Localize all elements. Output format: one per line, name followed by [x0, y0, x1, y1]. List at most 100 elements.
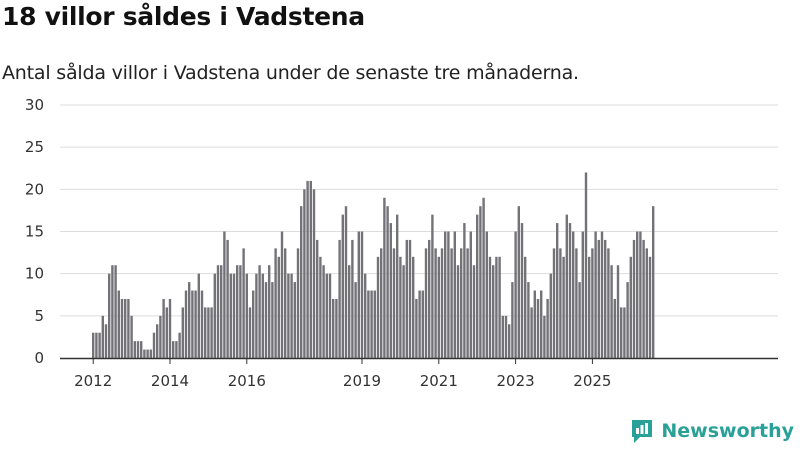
- bar: [424, 248, 428, 358]
- bar: [223, 231, 226, 358]
- bar: [316, 239, 319, 358]
- bar: [277, 256, 280, 358]
- bar: [399, 256, 402, 358]
- bar: [581, 231, 584, 358]
- bar: [536, 298, 540, 358]
- bar: [328, 273, 332, 358]
- bar: [501, 315, 504, 358]
- bar: [255, 273, 258, 358]
- bar: [594, 231, 597, 358]
- bar: [444, 231, 447, 358]
- bar: [335, 298, 338, 358]
- bar: [127, 298, 130, 358]
- bar: [229, 273, 232, 358]
- bar: [380, 248, 383, 358]
- bar: [648, 256, 652, 358]
- bar: [543, 315, 546, 358]
- bar: [133, 341, 136, 358]
- brand: Newsworthy: [630, 418, 794, 444]
- bar: [149, 349, 152, 358]
- bar: [392, 248, 396, 358]
- bar: [290, 273, 293, 358]
- bar: [626, 282, 629, 358]
- bar: [524, 256, 527, 358]
- bar: [261, 273, 264, 358]
- bar: [568, 223, 572, 358]
- bar: [140, 341, 143, 358]
- y-tick-label: 25: [25, 138, 44, 156]
- bar: [520, 223, 524, 358]
- chart-subtitle: Antal sålda villor i Vadstena under de s…: [2, 62, 579, 84]
- bar: [220, 265, 223, 358]
- bar: [348, 265, 351, 358]
- bar: [207, 307, 210, 358]
- bar: [431, 214, 434, 358]
- highlight-value-label: 18: [721, 0, 739, 4]
- bar: [402, 265, 405, 358]
- bar: [632, 239, 636, 358]
- bar: [591, 248, 594, 358]
- bar: [287, 273, 290, 358]
- bar: [588, 256, 591, 358]
- bar: [162, 298, 165, 358]
- bar: [405, 239, 408, 358]
- bar: [440, 248, 444, 358]
- bar: [428, 239, 431, 358]
- bar: [492, 265, 495, 358]
- bar: [124, 298, 127, 358]
- bar: [556, 223, 559, 358]
- bar: [562, 256, 565, 358]
- brand-name: Newsworthy: [661, 420, 794, 442]
- bar: [437, 256, 440, 358]
- bar: [610, 265, 613, 358]
- bar: [460, 248, 463, 358]
- bar: [284, 248, 287, 358]
- bar: [530, 307, 533, 358]
- y-tick-label: 10: [25, 265, 44, 283]
- bar: [476, 214, 479, 358]
- bar: [354, 282, 357, 358]
- bar: [575, 248, 578, 358]
- bar: [504, 315, 508, 358]
- bar: [364, 273, 367, 358]
- bar: [616, 265, 620, 358]
- bar: [178, 332, 181, 358]
- bar: [117, 290, 120, 358]
- bar: [540, 290, 543, 358]
- bar: [396, 214, 399, 358]
- bar: [258, 265, 261, 358]
- chart-title: 18 villor såldes i Vadstena: [2, 2, 365, 31]
- bar: [146, 349, 149, 358]
- bar: [652, 206, 655, 358]
- bar: [130, 315, 133, 358]
- bar: [472, 265, 476, 358]
- bar: [623, 307, 626, 358]
- bar: [296, 248, 300, 358]
- bar: [533, 290, 536, 358]
- bar: [584, 172, 588, 358]
- bar: [165, 307, 168, 358]
- bar: [143, 349, 146, 358]
- bar: [511, 282, 514, 358]
- bar: [191, 290, 194, 358]
- bar: [485, 231, 488, 358]
- bar: [572, 231, 575, 358]
- bar: [508, 324, 511, 358]
- bar: [408, 239, 412, 358]
- bar: [604, 239, 607, 358]
- bar: [338, 239, 341, 358]
- bar: [239, 265, 242, 358]
- bar: [463, 223, 466, 358]
- bar: [434, 248, 437, 358]
- bar: [274, 248, 277, 358]
- bar: [120, 298, 124, 358]
- bar: [242, 248, 245, 358]
- bar: [642, 239, 645, 358]
- bar: [104, 324, 108, 358]
- bar: [264, 282, 268, 358]
- bar: [450, 248, 453, 358]
- bar: [111, 265, 114, 358]
- bar: [386, 206, 389, 358]
- bar: [498, 256, 501, 358]
- bar: [95, 332, 98, 358]
